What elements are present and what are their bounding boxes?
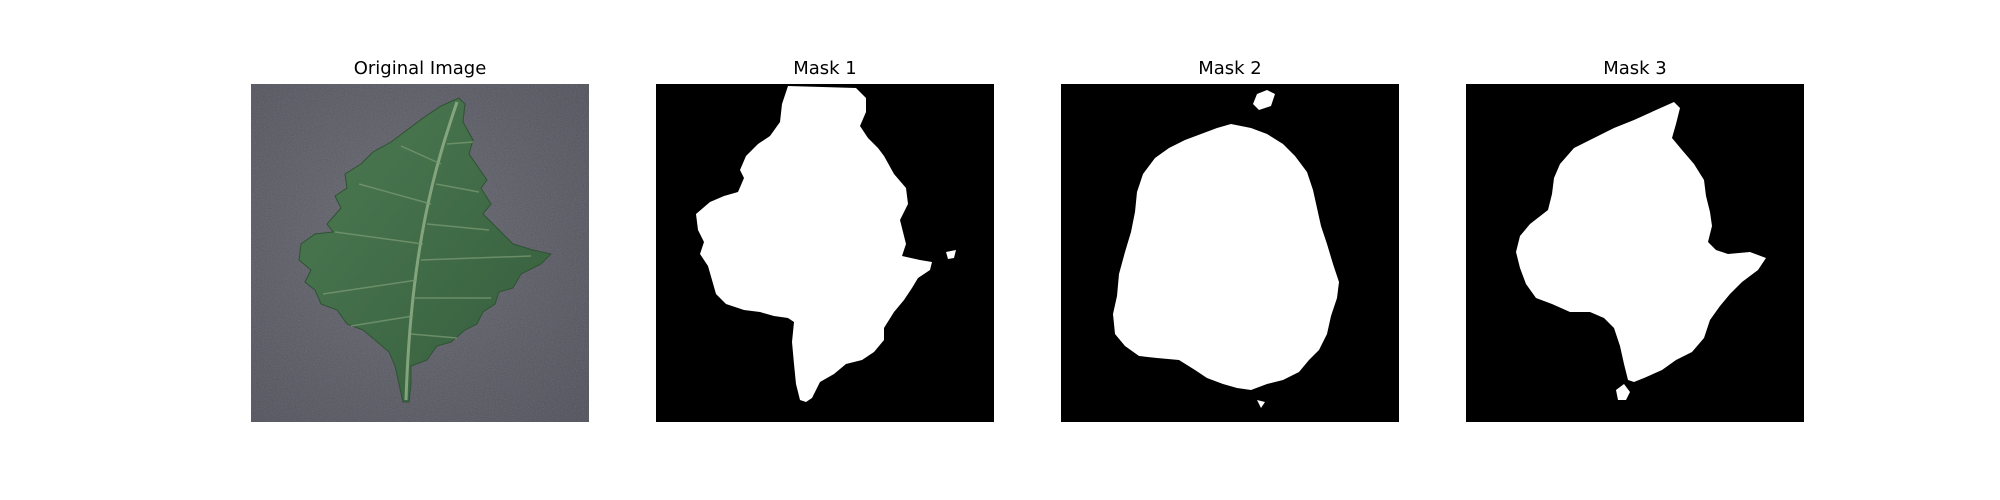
- mask-2-region: [1113, 124, 1339, 390]
- original-image-panel: Original Image: [251, 0, 589, 500]
- mask-3-title: Mask 3: [1603, 58, 1667, 79]
- leaf-veins: [322, 141, 532, 339]
- mask-3-region: [1516, 102, 1766, 382]
- mask-2-top-fragment: [1253, 90, 1275, 110]
- mask-2-title: Mask 2: [1198, 58, 1262, 79]
- original-image-title: Original Image: [353, 58, 487, 79]
- leaf-shape: [298, 97, 552, 403]
- leaf-midrib: [404, 101, 459, 401]
- mask-3-fragment: [1616, 384, 1630, 400]
- mask-2-panel: Mask 2: [1061, 0, 1399, 500]
- mask-1-region: [696, 86, 932, 402]
- mask-3-image: [1466, 84, 1804, 422]
- mask-1-image: [656, 84, 994, 422]
- mask-2-bottom-fragment: [1257, 400, 1265, 408]
- original-leaf-photo: [251, 84, 589, 422]
- mask-2-image: [1061, 84, 1399, 422]
- mask-1-panel: Mask 1: [656, 0, 994, 500]
- mask-3-panel: Mask 3: [1466, 0, 1804, 500]
- mask-1-title: Mask 1: [793, 58, 857, 79]
- mask-1-fragment: [946, 250, 956, 259]
